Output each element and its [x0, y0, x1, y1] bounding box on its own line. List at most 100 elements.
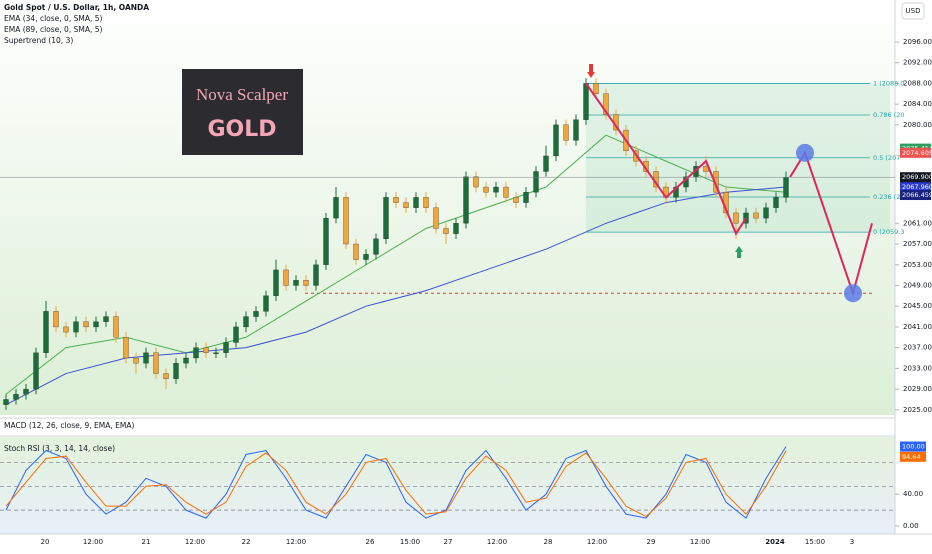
candle-body	[463, 176, 469, 224]
candle-body	[203, 347, 209, 353]
candle-body	[383, 197, 389, 239]
arrow-marker	[735, 246, 743, 258]
candle-body	[443, 228, 449, 234]
pane-title: Stoch RSI (3, 3, 14, 14, close)	[4, 444, 115, 453]
price-badge	[900, 182, 931, 193]
y-tick-label: 2049.000	[903, 281, 932, 289]
x-tick-label: 15:00	[805, 538, 825, 546]
candle-body	[293, 280, 299, 286]
stoch-line	[5, 450, 787, 518]
stoch-pane	[0, 437, 895, 534]
logo: Nova Scalper GOLD	[182, 69, 303, 155]
y-tick-label: 2033.000	[903, 364, 932, 372]
pattern-line	[585, 82, 747, 236]
x-tick-label: 12:00	[587, 538, 607, 546]
x-tick-label: 26	[366, 538, 375, 546]
candle-body	[133, 357, 139, 364]
arrow-marker	[587, 64, 595, 78]
price-badge-label: 2067.960	[902, 183, 932, 191]
x-tick-label: 22	[242, 538, 251, 546]
legend-entry: EMA (89, close, 0, SMA, 5)	[4, 25, 102, 34]
candle-body	[733, 212, 739, 224]
candle-body	[393, 197, 399, 203]
price-badge-label: 2066.459	[902, 191, 932, 199]
fib-label: 1 (2088.0	[873, 79, 904, 87]
value-badge-label: 100.00	[902, 443, 925, 451]
candle-body	[413, 197, 419, 208]
candle-body	[93, 321, 99, 328]
y-tick-label: 2045.000	[903, 302, 932, 310]
candle-body	[523, 192, 529, 203]
candle-body	[453, 223, 459, 234]
candle-body	[603, 93, 609, 115]
candle-body	[223, 342, 229, 353]
value-badge	[900, 451, 926, 462]
candle-body	[3, 399, 9, 405]
x-tick-label: 12:00	[185, 538, 205, 546]
candle-body	[243, 316, 249, 328]
candle-body	[33, 352, 39, 390]
candle-body	[113, 316, 119, 338]
candle-body	[173, 363, 179, 379]
chart-title: Gold Spot / U.S. Dollar, 1h, OANDA	[4, 3, 149, 12]
candle-body	[193, 347, 199, 359]
currency: USD	[906, 7, 921, 15]
candle-body	[313, 264, 319, 286]
candle-body	[53, 311, 59, 328]
candle-body	[773, 197, 779, 208]
price-badge-label: 2069.900	[902, 173, 932, 181]
pane-title: MACD (12, 26, close, 9, EMA, EMA)	[4, 421, 134, 430]
logo-text: GOLD	[207, 117, 276, 142]
candle-body	[543, 155, 549, 172]
candle-body	[303, 280, 309, 286]
candle-body	[503, 186, 509, 198]
candle-body	[273, 269, 279, 296]
price-badge-label: 2074.605	[902, 149, 932, 157]
y-tick-label: 40.00	[903, 490, 923, 498]
ema-line	[5, 134, 787, 395]
y-tick-label: 2025.000	[903, 406, 932, 414]
logo-text: Nova Scalper	[196, 85, 288, 104]
price-badge	[900, 147, 931, 158]
x-tick-label: 21	[142, 538, 151, 546]
y-tick-label: 2096.000	[903, 38, 932, 46]
fib-label: 0.786 (20	[873, 111, 904, 119]
candle-body	[83, 321, 89, 328]
candle-body	[753, 212, 759, 219]
legend-entry: Supertrend (10, 3)	[4, 36, 73, 45]
currency-button[interactable]	[901, 2, 925, 20]
candle-body	[73, 321, 79, 333]
candle-body	[493, 186, 499, 193]
x-tick-label: 12:00	[487, 538, 507, 546]
fib-label: 0 (2059.3	[873, 228, 904, 236]
y-tick-label: 2057.000	[903, 240, 932, 248]
projection-line	[789, 150, 873, 297]
y-tick-label: 2088.000	[903, 79, 932, 87]
candle-body	[213, 352, 219, 354]
candle-body	[43, 311, 49, 353]
y-tick-label: 2061.000	[903, 219, 932, 227]
main-pane	[0, 0, 895, 415]
x-tick-label: 12:00	[83, 538, 103, 546]
y-tick-label: 2053.000	[903, 261, 932, 269]
candle-body	[433, 207, 439, 229]
candle-body	[763, 207, 769, 219]
x-tick-label: 28	[544, 538, 553, 546]
x-tick-label: 3	[850, 538, 854, 546]
x-tick-label: 15:00	[400, 538, 420, 546]
candle-body	[183, 357, 189, 364]
candle-body	[563, 124, 569, 141]
candle-body	[473, 176, 479, 188]
fib-label: 0.236 (20	[873, 193, 904, 201]
candle-body	[583, 83, 589, 120]
candle-body	[13, 394, 19, 400]
x-tick-label: 20	[41, 538, 50, 546]
target-marker	[844, 284, 862, 303]
candle-body	[373, 238, 379, 255]
y-tick-label: 0.00	[903, 522, 919, 530]
y-tick-label: 2037.000	[903, 344, 932, 352]
candle-body	[63, 326, 69, 333]
stoch-line	[5, 446, 787, 519]
